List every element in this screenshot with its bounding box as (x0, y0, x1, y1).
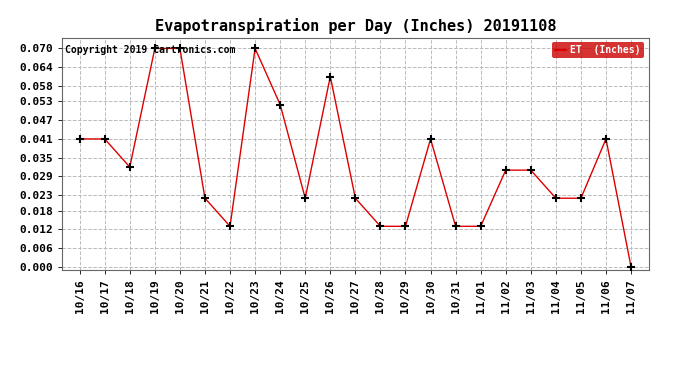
Text: Copyright 2019 Cartronics.com: Copyright 2019 Cartronics.com (65, 45, 235, 54)
Legend: ET  (Inches): ET (Inches) (552, 42, 644, 58)
Title: Evapotranspiration per Day (Inches) 20191108: Evapotranspiration per Day (Inches) 2019… (155, 18, 556, 33)
